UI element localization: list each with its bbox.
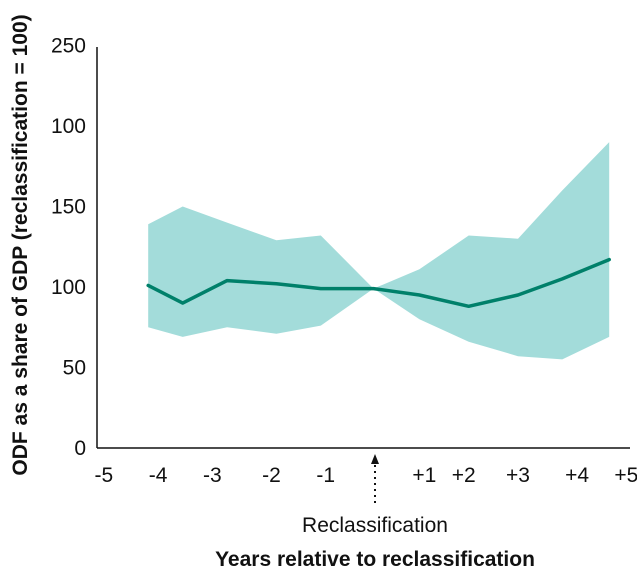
x-tick-label: +4 — [565, 464, 589, 487]
x-tick-label: -4 — [149, 464, 168, 487]
median-line — [146, 257, 611, 309]
y-tick-label: 100 — [51, 276, 86, 299]
x-tick-label: +1 — [412, 464, 436, 487]
reclassification-arrowhead — [371, 454, 379, 464]
confidence-band — [148, 142, 610, 360]
y-axis-title: ODF as a share of GDP (reclassification … — [9, 14, 32, 475]
x-tick-label: +3 — [506, 464, 530, 487]
x-axis-title: Years relative to reclassification — [215, 548, 535, 570]
x-tick-label: -5 — [95, 464, 114, 487]
x-tick-label: -3 — [203, 464, 222, 487]
y-tick-label: 50 — [63, 357, 86, 380]
x-tick-label: -1 — [316, 464, 335, 487]
y-tick-label: 100 — [51, 115, 86, 138]
y-tick-label: 150 — [51, 196, 86, 219]
y-tick-label: 250 — [51, 35, 86, 58]
x-tick-label: -2 — [262, 464, 281, 487]
x-tick-label: +5 — [614, 464, 637, 487]
reclassification-annotation: Reclassification — [302, 514, 448, 537]
x-tick-label: +2 — [452, 464, 476, 487]
y-tick-label: 0 — [74, 437, 86, 460]
